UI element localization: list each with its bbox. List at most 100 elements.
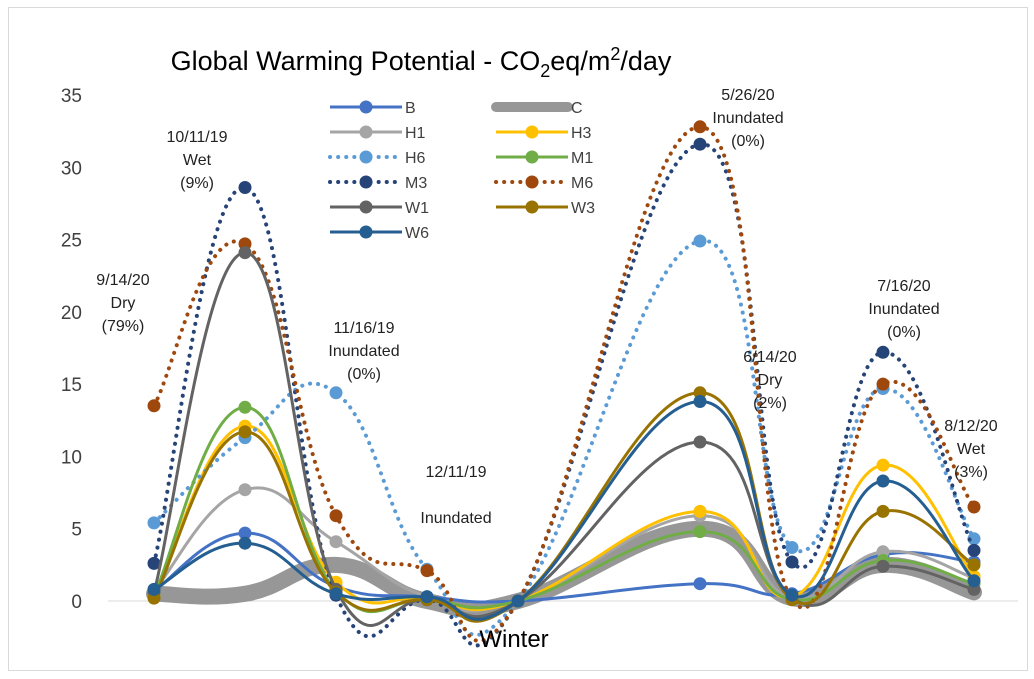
legend-marker-w3 [525,200,539,214]
series-line-h6 [152,238,976,637]
data-point-m6 [693,120,707,134]
data-point-m3 [147,556,161,570]
series-layer [146,120,982,648]
legend-item-h6: H6 [328,150,426,167]
legend-marker-h1 [359,125,373,139]
series-line-w6 [153,399,976,621]
y-tick-label: 30 [61,158,82,179]
annotation-text: 10/11/19 [166,129,227,146]
data-point-h6 [967,532,981,546]
data-point-w3 [238,425,252,439]
y-tick-label: 35 [61,86,82,107]
y-tick-label: 0 [71,592,82,613]
data-point-h6 [693,234,707,248]
annotation-layer: 9/14/20 Dry (79%) 10/11/19 Wet (9%) 11/16/19 In… [96,87,997,527]
annotation-text: 12/11/19 [425,464,486,481]
legend-item-h1: H1 [330,125,426,142]
annotation-text: (0%) [887,324,921,341]
legend: B C H1 H3 H6 M1 M3 M6 W1 W3 W6 [328,100,595,242]
y-tick-label: 10 [61,447,82,468]
data-point-h3 [876,458,890,472]
data-point-m6 [420,564,434,578]
data-point-w6 [147,582,161,596]
annotation-text: (0%) [731,133,765,150]
x-axis-label: Winter [479,626,548,653]
series-w1 [147,246,981,628]
legend-marker-w6 [359,225,373,239]
legend-label-w1: W1 [405,200,429,217]
legend-label-h1: H1 [405,125,426,142]
annotation-text: Inundated [328,343,399,360]
legend-label-m3: M3 [405,175,427,192]
annotation-text: (0%) [347,366,381,383]
data-point-w6 [876,474,890,488]
legend-label-m1: M1 [571,150,593,167]
legend-label-w6: W6 [405,225,429,242]
data-point-m3 [785,555,799,569]
annotation-text: Wet [183,152,212,169]
legend-item-m1: M1 [496,150,593,167]
legend-label-b: B [405,100,416,117]
legend-marker-w1 [359,200,373,214]
data-point-b [693,577,707,591]
data-point-m3 [876,345,890,359]
legend-label-h6: H6 [405,150,426,167]
legend-label-c: C [571,100,583,117]
annotation-text: (79%) [102,318,145,335]
data-point-b [238,526,252,540]
legend-marker-b [359,100,373,114]
data-point-w3 [876,504,890,518]
legend-item-w6: W6 [330,225,429,242]
legend-marker-m3 [359,175,373,189]
data-point-w3 [967,558,981,572]
data-point-w6 [785,588,799,602]
data-point-w6 [967,574,981,588]
legend-item-m3: M3 [328,175,427,192]
data-point-w1 [876,559,890,573]
y-tick-label: 25 [61,231,82,252]
data-point-h6 [329,386,343,400]
series-line-m1 [152,405,975,613]
annotation-text: Wet [957,441,986,458]
data-point-h6 [785,541,799,554]
legend-item-c: C [491,100,583,117]
legend-marker-h6 [359,150,373,164]
data-point-m6 [876,377,890,391]
annotation-text: 9/14/20 [96,272,149,289]
data-point-h6 [147,516,161,530]
annotation-text: 6/14/20 [743,349,796,366]
y-axis: 0 5 10 15 20 25 30 35 [61,86,1018,613]
legend-label-w3: W3 [571,200,595,217]
data-point-w1 [693,435,707,449]
data-point-w6 [329,587,343,601]
data-point-m6 [967,500,981,514]
annotation-text: Dry [758,372,783,389]
y-tick-label: 20 [61,303,82,324]
series-line-m3 [152,142,976,648]
legend-marker-h3 [525,125,539,139]
legend-label-h3: H3 [571,125,592,142]
annotation-text: 11/16/19 [333,320,394,337]
data-point-h1 [238,483,252,497]
annotation-text: Inundated [420,510,491,527]
series-w6 [147,395,981,621]
annotation-text: Dry [111,295,136,312]
annotation-text: 8/12/20 [944,418,997,435]
data-point-w6 [511,594,525,608]
data-point-h1 [329,535,343,549]
annotation-text: (2%) [753,395,787,412]
data-point-m1 [693,525,707,539]
annotation-text: Inundated [712,110,783,127]
legend-item-h3: H3 [496,125,592,142]
data-point-m1 [238,400,252,414]
annotation-text: Inundated [868,301,939,318]
annotation-text: (9%) [180,175,214,192]
data-point-m3 [238,181,252,194]
legend-item-w3: W3 [496,200,595,217]
annotation-text: 5/26/20 [721,87,774,104]
y-tick-label: 5 [71,520,82,541]
data-point-w6 [693,395,707,408]
data-point-m3 [967,543,981,557]
series-line-m6 [152,124,976,643]
